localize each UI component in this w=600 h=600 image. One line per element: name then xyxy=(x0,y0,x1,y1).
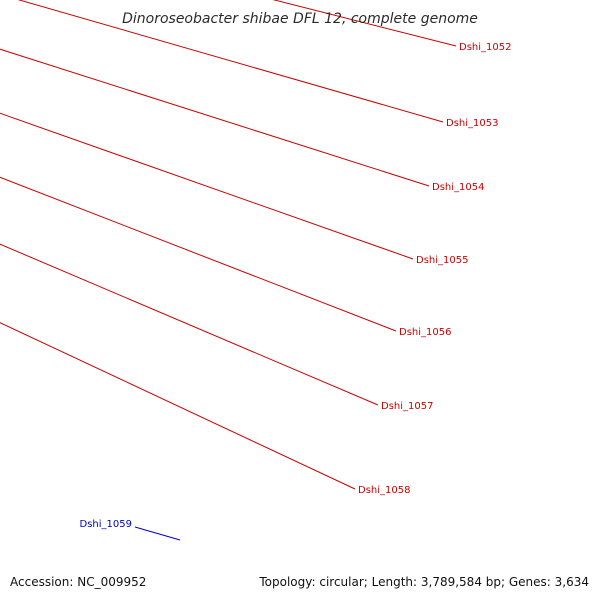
gene-label-dshi_1058[interactable]: Dshi_1058 xyxy=(358,485,410,496)
label-leader xyxy=(0,243,379,406)
genome-summary-label: Topology: circular; Length: 3,789,584 bp… xyxy=(258,575,589,589)
label-leader xyxy=(0,112,414,260)
gene-label-dshi_1059[interactable]: Dshi_1059 xyxy=(80,519,132,530)
gene-label-dshi_1054[interactable]: Dshi_1054 xyxy=(432,182,484,193)
label-leader xyxy=(134,526,181,541)
gene-label-dshi_1053[interactable]: Dshi_1053 xyxy=(446,118,498,129)
label-leader xyxy=(0,322,356,490)
gene-labels: Dshi_1052 Dshi_1053 Dshi_1054 Dshi_1055 Dshi… xyxy=(0,0,511,541)
gene-label-dshi_1052[interactable]: Dshi_1052 xyxy=(459,42,511,53)
gene-label-dshi_1055[interactable]: Dshi_1055 xyxy=(416,255,468,266)
gene-label-dshi_1056[interactable]: Dshi_1056 xyxy=(399,327,451,338)
gene-label-dshi_1057[interactable]: Dshi_1057 xyxy=(381,401,433,412)
map-title: Dinoroseobacter shibae DFL 12, complete … xyxy=(122,11,478,27)
accession-label: Accession: NC_009952 xyxy=(10,575,146,589)
label-leader xyxy=(0,176,397,332)
label-leader xyxy=(0,48,430,187)
